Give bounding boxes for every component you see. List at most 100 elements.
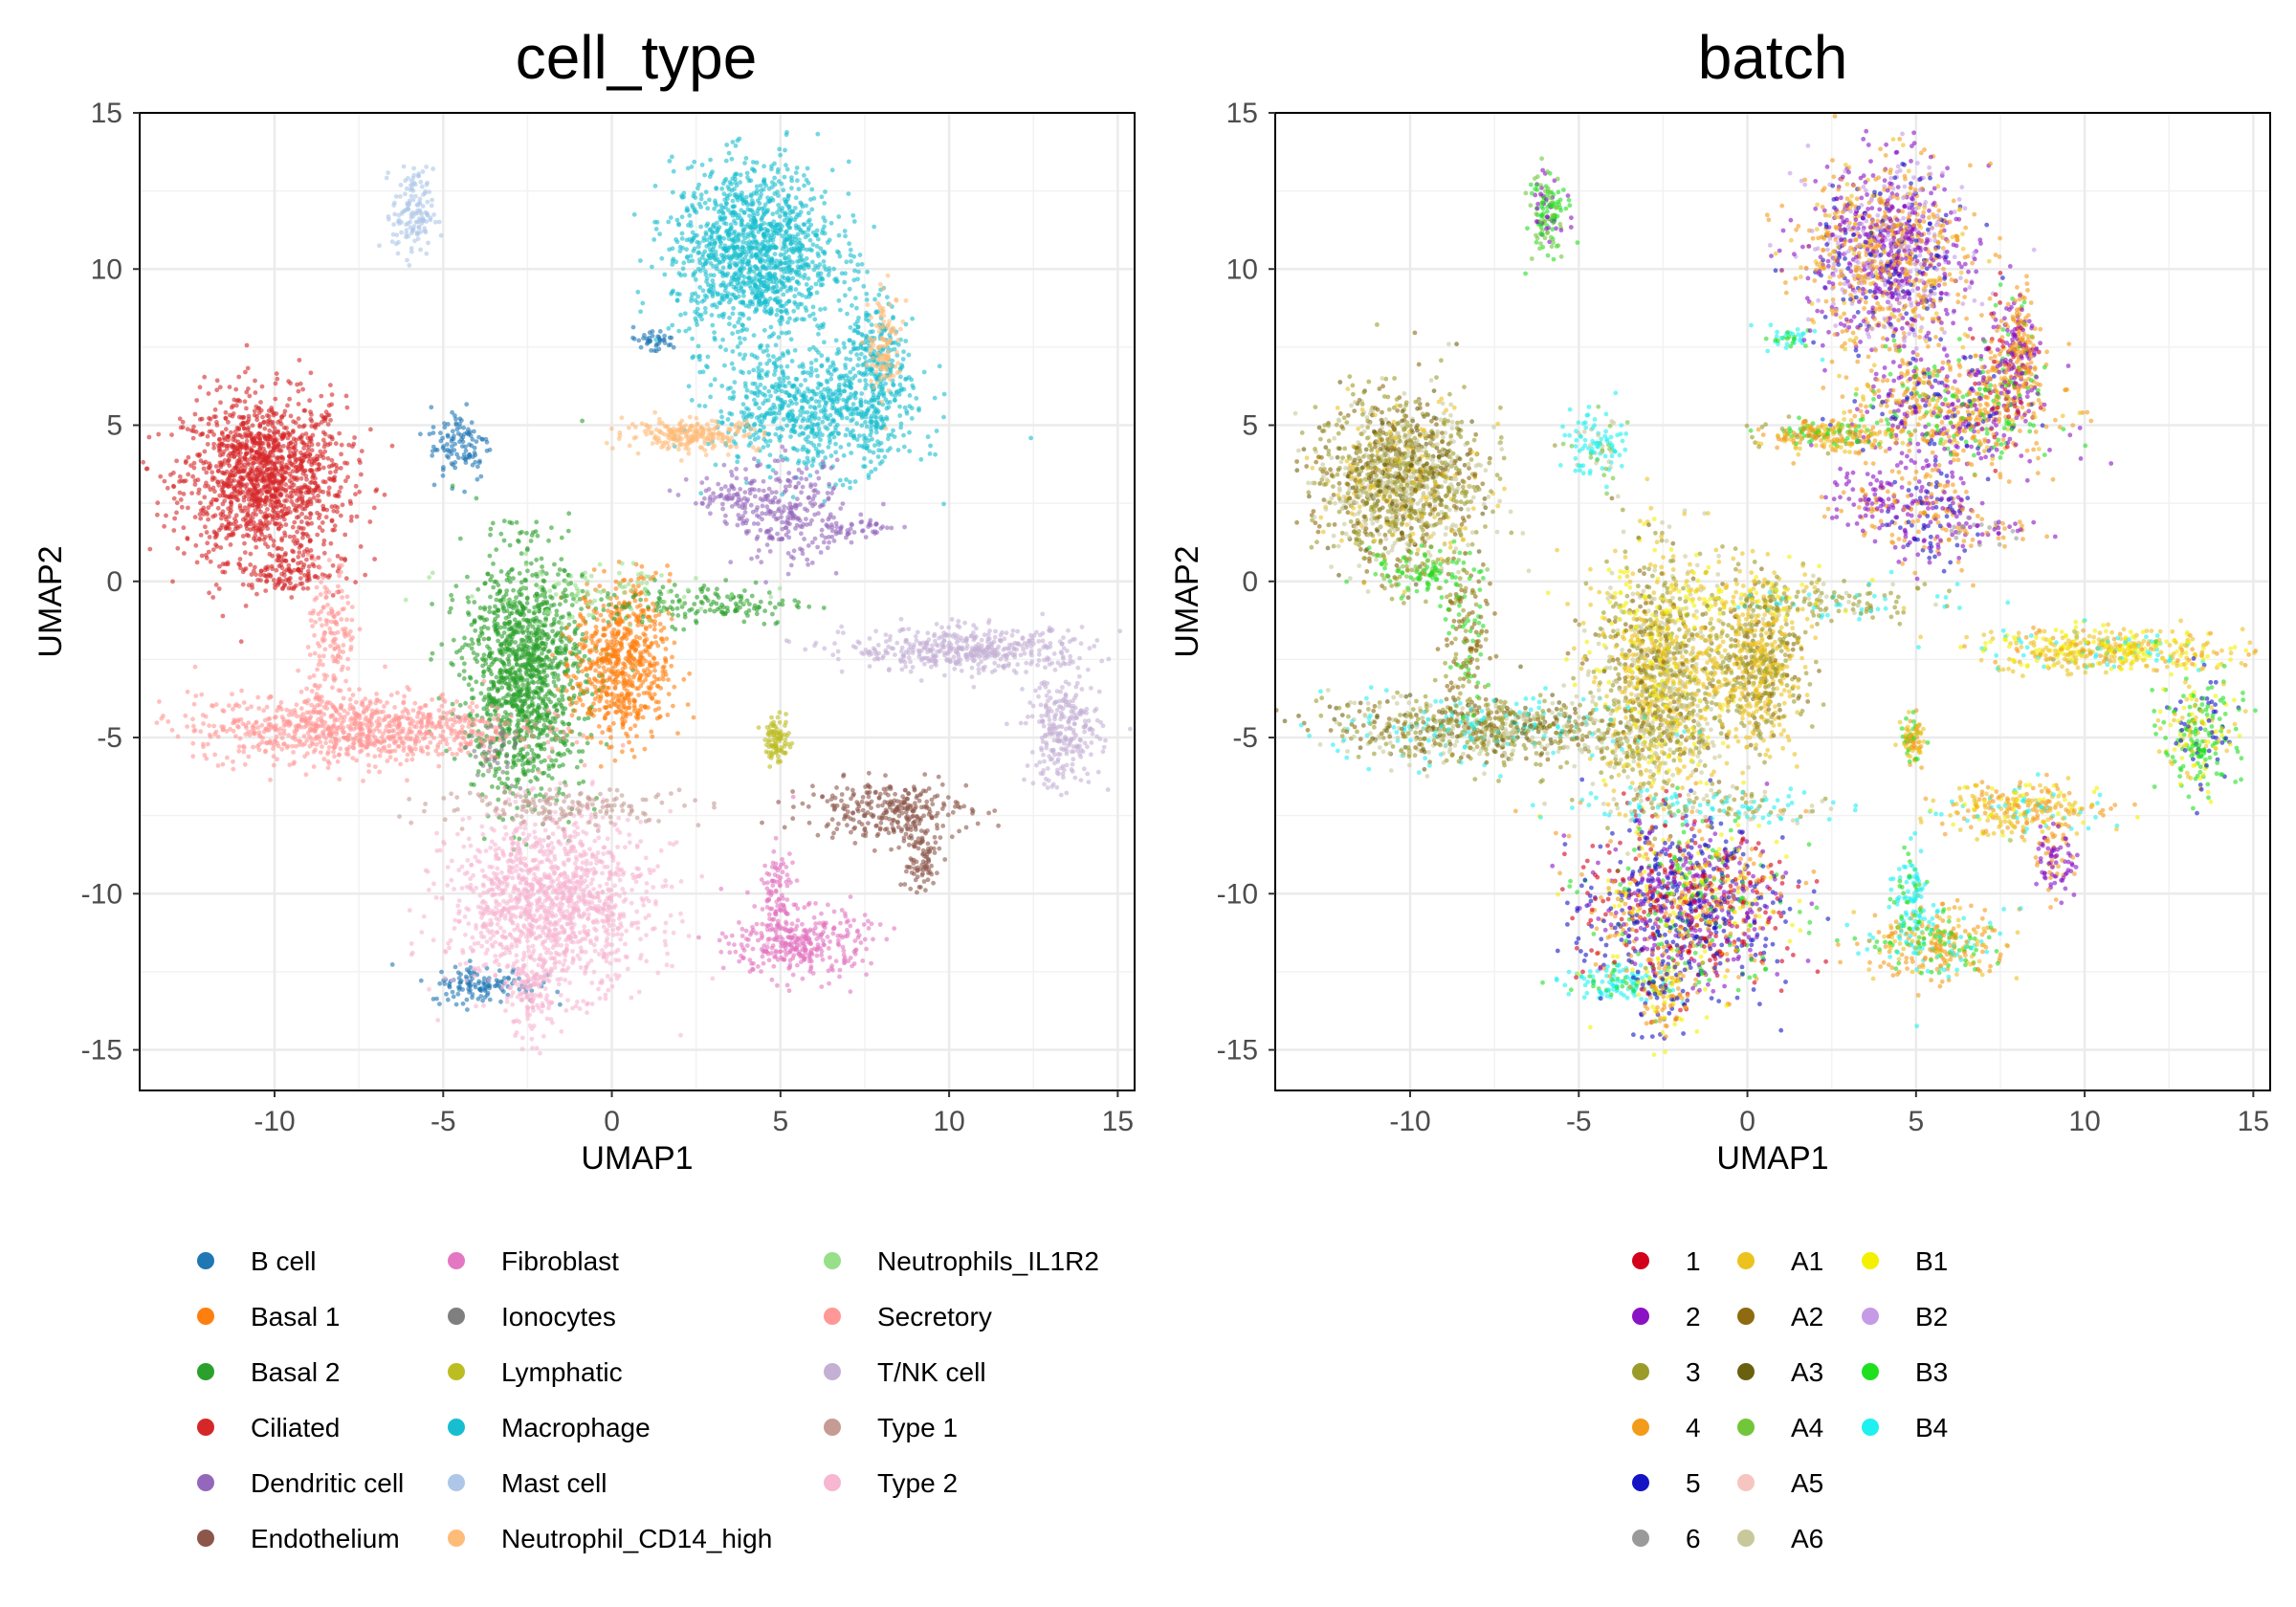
data-point xyxy=(477,458,482,464)
data-point xyxy=(777,506,782,512)
data-point xyxy=(297,550,302,555)
data-point xyxy=(326,464,332,470)
data-point xyxy=(344,405,350,410)
data-point xyxy=(880,343,885,349)
data-point xyxy=(742,510,748,515)
data-point xyxy=(760,503,765,509)
data-point xyxy=(861,445,867,450)
data-point xyxy=(767,474,773,480)
data-point xyxy=(657,329,663,334)
data-point xyxy=(700,501,705,506)
data-point xyxy=(727,445,733,450)
data-point xyxy=(162,478,167,484)
data-point xyxy=(399,230,404,235)
data-point xyxy=(785,551,791,556)
data-point xyxy=(297,358,302,363)
data-point xyxy=(258,400,263,405)
data-point xyxy=(238,481,244,487)
data-point xyxy=(253,533,258,539)
data-point xyxy=(708,383,714,387)
data-point xyxy=(702,404,708,408)
data-point xyxy=(722,519,728,524)
data-point xyxy=(891,315,895,319)
data-point xyxy=(389,962,395,967)
data-point xyxy=(190,473,196,479)
data-point xyxy=(279,559,284,564)
data-point xyxy=(708,511,713,517)
data-point xyxy=(276,545,281,551)
data-point xyxy=(740,313,746,319)
data-point xyxy=(235,490,241,495)
data-point xyxy=(851,530,857,535)
data-point xyxy=(823,189,828,194)
data-point xyxy=(247,393,253,399)
data-point xyxy=(751,333,757,338)
data-point xyxy=(224,494,230,499)
data-point xyxy=(858,351,864,357)
data-point xyxy=(283,470,288,474)
data-point xyxy=(886,405,892,409)
data-point xyxy=(418,179,424,185)
data-point xyxy=(453,422,459,428)
data-point xyxy=(794,165,800,170)
data-point xyxy=(206,517,211,522)
data-point xyxy=(891,373,896,379)
data-point xyxy=(796,467,802,473)
data-point xyxy=(702,441,708,446)
data-point xyxy=(751,190,757,196)
data-point xyxy=(719,420,725,426)
data-point xyxy=(348,517,354,523)
data-point xyxy=(896,341,901,347)
data-point xyxy=(770,211,776,217)
data-point xyxy=(302,407,308,413)
data-point xyxy=(772,495,778,500)
data-point xyxy=(815,373,820,379)
data-point xyxy=(802,173,806,178)
data-point xyxy=(237,451,243,455)
data-point xyxy=(285,403,290,408)
data-point xyxy=(882,352,887,358)
data-point xyxy=(653,337,658,342)
data-point xyxy=(255,473,261,478)
data-point xyxy=(339,442,344,448)
data-point xyxy=(765,239,771,245)
data-point xyxy=(765,443,771,449)
data-point xyxy=(445,422,451,427)
data-point xyxy=(825,240,830,245)
data-point xyxy=(743,467,748,472)
data-point xyxy=(299,439,305,445)
data-point xyxy=(617,432,623,438)
data-point xyxy=(851,219,857,224)
scatter-points xyxy=(141,129,1133,1056)
data-point xyxy=(822,201,828,206)
data-point xyxy=(417,196,423,202)
data-point xyxy=(937,363,942,369)
data-point xyxy=(862,355,868,361)
data-point xyxy=(864,297,870,302)
data-point xyxy=(828,431,833,437)
data-point xyxy=(248,551,254,557)
data-point xyxy=(788,241,794,247)
data-point xyxy=(893,331,898,337)
data-point xyxy=(831,485,837,491)
data-point xyxy=(858,397,864,403)
data-point xyxy=(765,208,770,212)
data-point xyxy=(210,595,216,600)
data-point xyxy=(725,386,731,391)
data-point xyxy=(741,433,746,439)
data-point xyxy=(694,319,699,324)
data-point xyxy=(241,426,247,431)
data-point xyxy=(469,420,475,426)
data-point xyxy=(452,448,457,452)
data-point xyxy=(238,565,243,571)
data-point xyxy=(230,468,235,473)
data-point xyxy=(822,464,827,469)
data-point xyxy=(177,416,183,422)
data-point xyxy=(822,414,827,420)
data-point xyxy=(270,460,275,466)
data-point xyxy=(269,563,275,569)
data-point xyxy=(670,246,675,252)
data-point xyxy=(264,514,270,518)
data-point xyxy=(743,476,749,481)
data-point xyxy=(903,297,909,303)
